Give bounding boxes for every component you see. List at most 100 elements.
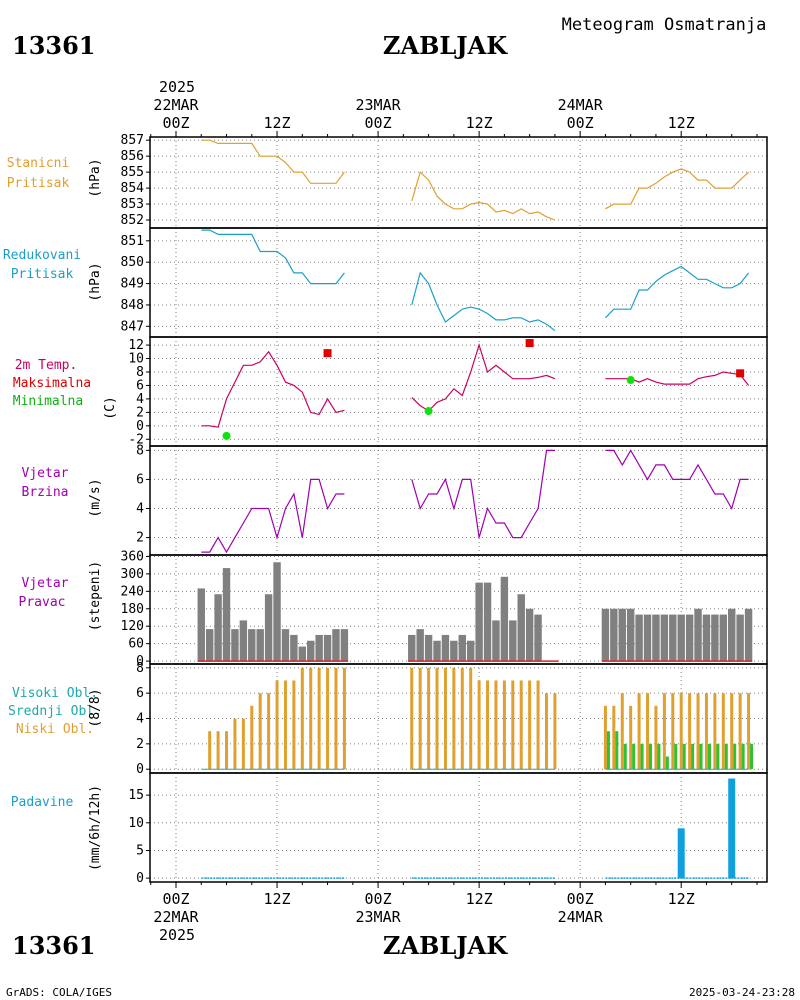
wind-dir-bar: [340, 629, 349, 662]
low-cloud-bar: [738, 693, 742, 770]
wind-dir-bar: [408, 634, 416, 662]
mid-cloud-bar: [657, 743, 661, 770]
wind-dir-bar: [273, 562, 281, 662]
top-date-label: 22MAR: [153, 96, 199, 114]
wind-dir-bar: [466, 640, 475, 662]
panel-frame: [149, 445, 768, 556]
low-cloud-bar: [452, 667, 456, 770]
low-cloud-bar: [696, 693, 700, 770]
low-cloud-bar: [418, 667, 422, 770]
wind-dir-bar: [433, 640, 441, 662]
low-cloud-bar: [486, 680, 490, 770]
mid-cloud-bar: [674, 743, 678, 770]
wind-dir-bar: [197, 588, 205, 662]
bottom-hour-label: 12Z: [466, 890, 493, 908]
y-tick-label: 0: [136, 419, 144, 434]
low-cloud-bar: [300, 667, 304, 770]
chart-title: Meteogram Osmatranja: [562, 15, 767, 35]
y-tick-label: 851: [121, 234, 144, 249]
y-tick-label: 4: [136, 501, 144, 516]
station-name-bottom: ZABLJAK: [383, 931, 508, 960]
low-cloud-bar: [747, 693, 751, 770]
low-cloud-bar: [410, 667, 414, 770]
wind-dir-bar: [332, 629, 340, 662]
low-cloud-bar: [225, 731, 229, 770]
wind-dir-bar: [525, 608, 534, 662]
bottom-hour-label: 00Z: [365, 890, 392, 908]
wind-dir-bar: [534, 614, 542, 662]
low-cloud-bar: [309, 667, 313, 770]
low-cloud-bar: [292, 680, 296, 770]
y-tick-label: 850: [121, 255, 144, 270]
p1-label-2: Pritisak: [7, 176, 70, 191]
low-cloud-bar: [528, 680, 532, 770]
low-cloud-bar: [519, 680, 523, 770]
p2-label-1: Redukovani: [3, 248, 81, 263]
low-cloud-bar: [267, 693, 271, 770]
low-cloud-bar: [603, 705, 607, 770]
y-tick-label: 4: [136, 712, 144, 727]
wind-dir-bar: [281, 629, 290, 662]
low-cloud-bar: [469, 667, 473, 770]
panel-7: 0 5 10 15: [128, 772, 768, 886]
y-tick-label: 2: [136, 405, 144, 420]
wind-dir-bar: [669, 614, 677, 662]
y-tick-label: -2: [128, 432, 144, 447]
min-temp-marker: [222, 431, 231, 440]
y-tick-label: 240: [121, 584, 144, 599]
low-cloud-bar: [494, 680, 498, 770]
low-cloud-bar: [713, 693, 717, 770]
y-tick-label: 360: [121, 549, 144, 564]
wind-dir-bar: [475, 582, 483, 662]
wind-dir-bar: [256, 629, 264, 662]
low-cloud-bar: [502, 680, 506, 770]
series-line: [201, 229, 345, 285]
wind-dir-bar: [205, 629, 214, 662]
low-cloud-bar: [637, 693, 641, 770]
mid-cloud-bar: [649, 743, 653, 770]
series-line: [605, 168, 750, 210]
series-line: [411, 343, 556, 412]
wind-dir-bar: [635, 614, 643, 662]
p4-label-2: Brzina: [22, 485, 69, 500]
wind-dir-bar: [231, 629, 239, 662]
wind-dir-bar: [626, 608, 635, 662]
station-id-top: 13361: [12, 31, 96, 60]
panel-2: 847 848 849 850 851: [121, 227, 768, 338]
low-cloud-bar: [730, 693, 734, 770]
panel-frame: [149, 336, 768, 447]
low-cloud-bar: [620, 693, 624, 770]
y-tick-label: 180: [121, 602, 144, 617]
wind-dir-bar: [652, 614, 660, 662]
y-tick-label: 6: [136, 472, 144, 487]
bottom-date-label: 22MAR: [153, 908, 199, 926]
low-cloud-bar: [654, 705, 658, 770]
low-cloud-bar: [275, 680, 279, 770]
p1-label-1: Stanicni: [7, 156, 70, 171]
bottom-hour-label: 12Z: [668, 890, 695, 908]
low-cloud-bar: [662, 693, 666, 770]
y-tick-label: 300: [121, 567, 144, 582]
low-cloud-bar: [342, 667, 346, 770]
top-hour-label: 12Z: [466, 114, 493, 132]
mid-cloud-bar: [665, 756, 669, 770]
y-tick-label: 6: [136, 686, 144, 701]
p3-unit: (C): [103, 396, 118, 419]
p3-label-1: 2m Temp.: [15, 358, 78, 373]
series-line: [201, 478, 345, 554]
y-tick-label: 60: [128, 637, 144, 652]
mid-cloud-bar: [750, 743, 754, 770]
p6-label-2: Srednji Obl.: [8, 704, 102, 719]
wind-dir-bar: [601, 608, 610, 662]
mid-cloud-bar: [606, 731, 610, 770]
top-hour-label: 00Z: [162, 114, 189, 132]
y-tick-label: 852: [121, 213, 144, 228]
low-cloud-bar: [250, 705, 254, 770]
low-cloud-bar: [460, 667, 464, 770]
low-cloud-bar: [629, 705, 633, 770]
mid-cloud-bar: [699, 743, 703, 770]
wind-dir-bar: [618, 608, 626, 662]
footer-left: GrADS: COLA/IGES: [6, 986, 112, 999]
